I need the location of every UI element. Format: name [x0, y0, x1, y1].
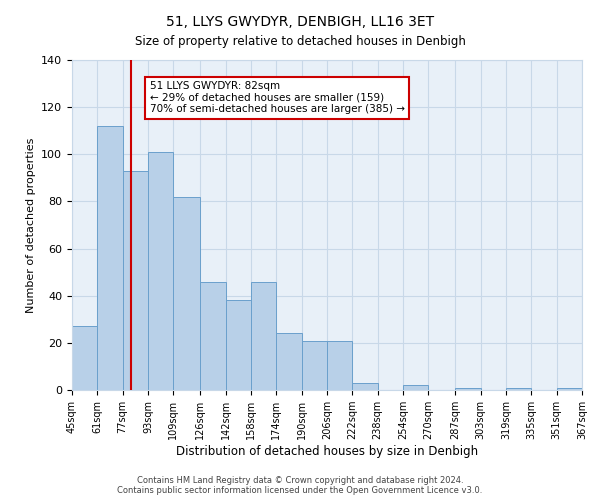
- Bar: [403, 386, 428, 390]
- Bar: [302, 340, 327, 390]
- Bar: [557, 388, 582, 390]
- Bar: [506, 388, 532, 390]
- Bar: [97, 126, 122, 390]
- X-axis label: Distribution of detached houses by size in Denbigh: Distribution of detached houses by size …: [176, 445, 478, 458]
- Bar: [72, 326, 97, 390]
- Text: 51, LLYS GWYDYR, DENBIGH, LL16 3ET: 51, LLYS GWYDYR, DENBIGH, LL16 3ET: [166, 15, 434, 29]
- Bar: [251, 282, 277, 390]
- Text: 51 LLYS GWYDYR: 82sqm
← 29% of detached houses are smaller (159)
70% of semi-det: 51 LLYS GWYDYR: 82sqm ← 29% of detached …: [149, 81, 404, 114]
- Y-axis label: Number of detached properties: Number of detached properties: [26, 138, 35, 312]
- Bar: [148, 152, 173, 390]
- Text: Contains HM Land Registry data © Crown copyright and database right 2024.
Contai: Contains HM Land Registry data © Crown c…: [118, 476, 482, 495]
- Bar: [226, 300, 251, 390]
- Text: Size of property relative to detached houses in Denbigh: Size of property relative to detached ho…: [134, 35, 466, 48]
- Bar: [352, 383, 377, 390]
- Bar: [173, 196, 200, 390]
- Bar: [200, 282, 226, 390]
- Bar: [455, 388, 481, 390]
- Bar: [327, 340, 352, 390]
- Bar: [277, 334, 302, 390]
- Bar: [122, 171, 148, 390]
